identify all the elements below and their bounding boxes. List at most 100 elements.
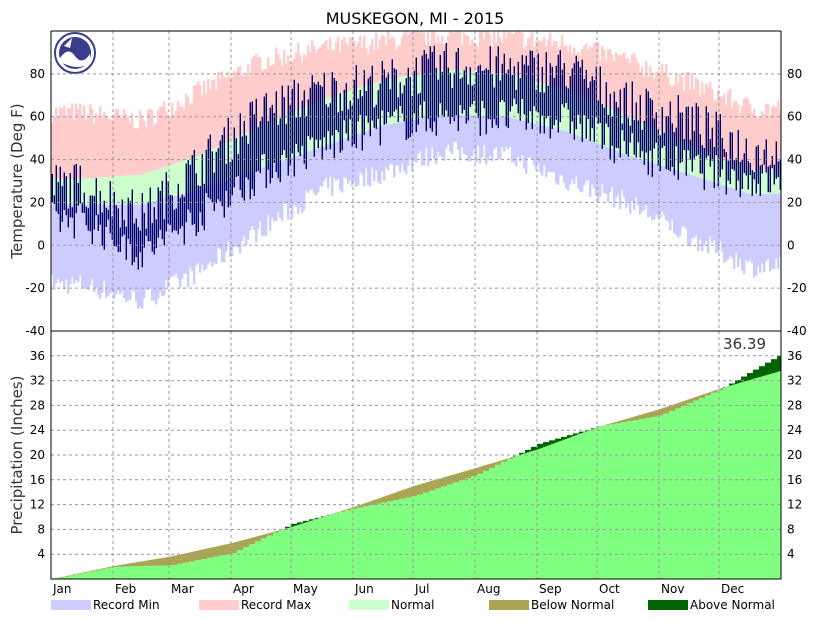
- normal-precip-bar: [685, 405, 688, 579]
- observed-temp-bar: [519, 78, 521, 121]
- observed-temp-bar: [493, 87, 495, 120]
- observed-temp-bar: [673, 132, 675, 176]
- record-max-bar: [621, 54, 624, 114]
- record-max-bar: [137, 127, 140, 175]
- observed-temp-bar: [677, 95, 679, 180]
- normal-precip-bar: [553, 443, 556, 579]
- observed-temp-bar: [657, 129, 659, 167]
- below-normal-bar: [627, 418, 630, 422]
- above-normal-bar: [309, 519, 312, 522]
- record-min-bar: [245, 173, 248, 245]
- observed-temp-bar: [303, 90, 305, 164]
- precipitation-tick-label: 20: [787, 448, 802, 462]
- record-min-bar: [157, 200, 160, 299]
- normal-precip-bar: [355, 508, 358, 579]
- record-min-bar: [381, 125, 384, 172]
- normal-precip-bar: [71, 575, 74, 579]
- record-max-bar: [273, 63, 276, 121]
- record-min-bar: [451, 114, 454, 154]
- record-min-bar: [59, 204, 62, 283]
- observed-temp-bar: [469, 67, 471, 107]
- normal-bar: [683, 141, 686, 173]
- record-max-bar: [613, 61, 616, 111]
- record-min-bar: [431, 116, 434, 148]
- observed-temp-bar: [343, 89, 345, 121]
- record-max-bar: [459, 31, 462, 71]
- record-max-bar: [543, 37, 546, 84]
- below-normal-bar: [663, 407, 666, 414]
- below-normal-bar: [79, 573, 82, 575]
- below-normal-bar: [439, 478, 442, 489]
- record-min-bar: [377, 127, 380, 183]
- record-min-bar: [743, 191, 746, 274]
- normal-precip-bar: [413, 496, 416, 579]
- below-normal-bar: [619, 420, 622, 424]
- normal-precip-bar: [655, 416, 658, 579]
- record-max-bar: [643, 76, 646, 124]
- normal-precip-bar: [511, 458, 514, 579]
- normal-precip-bar: [155, 565, 158, 579]
- record-min-bar: [311, 150, 314, 190]
- record-min-bar: [689, 174, 692, 247]
- record-max-bar: [641, 66, 644, 124]
- normal-bar: [151, 171, 154, 202]
- record-max-bar: [515, 31, 518, 77]
- above-normal-bar: [549, 440, 552, 445]
- month-axis: Jan Feb Mar Apr May Jun Jul Aug Sep Oct Nov Dec: [52, 582, 744, 596]
- record-max-bar: [389, 39, 392, 80]
- below-normal-bar: [351, 507, 354, 509]
- record-max-bar: [539, 40, 542, 83]
- record-max-bar: [735, 101, 738, 165]
- normal-precip-bar: [643, 418, 646, 579]
- record-min-bar: [601, 145, 604, 185]
- above-normal-bar: [321, 516, 324, 518]
- normal-precip-bar: [639, 418, 642, 579]
- below-normal-bar: [125, 563, 128, 567]
- record-max-bar: [143, 120, 146, 174]
- normal-precip-bar: [209, 557, 212, 579]
- observed-temp-bar: [649, 98, 651, 151]
- record-max-bar: [441, 35, 444, 70]
- record-min-bar: [397, 122, 400, 166]
- below-normal-bar: [649, 412, 652, 418]
- normal-precip-bar: [227, 554, 230, 579]
- normal-bar: [697, 148, 700, 178]
- observed-temp-bar: [685, 106, 687, 176]
- observed-temp-bar: [395, 69, 397, 110]
- normal-bar: [197, 155, 200, 191]
- observed-temp-bar: [775, 141, 777, 179]
- record-max-bar: [95, 113, 98, 178]
- normal-precip-bar: [735, 384, 738, 579]
- observed-temp-bar: [721, 137, 723, 170]
- observed-temp-bar: [553, 77, 555, 126]
- normal-precip-bar: [449, 484, 452, 579]
- above-normal-bar: [745, 376, 748, 382]
- record-min-bar: [171, 196, 174, 277]
- record-max-bar: [85, 120, 88, 179]
- above-normal-bar: [581, 431, 584, 434]
- observed-temp-bar: [759, 165, 761, 196]
- observed-temp-bar: [487, 69, 489, 119]
- normal-precip-bar: [731, 385, 734, 579]
- record-min-bar: [459, 115, 462, 160]
- normal-precip-bar: [311, 520, 314, 579]
- observed-temp-bar: [653, 118, 655, 149]
- record-max-bar: [467, 36, 470, 72]
- record-min-bar: [411, 120, 414, 171]
- normal-bar: [87, 178, 90, 205]
- below-normal-bar: [675, 403, 678, 409]
- observed-temp-bar: [435, 67, 437, 136]
- normal-precip-bar: [701, 397, 704, 579]
- record-max-bar: [507, 31, 510, 75]
- below-normal-bar: [645, 413, 648, 418]
- month-label: Apr: [233, 582, 254, 596]
- record-min-bar: [387, 124, 390, 170]
- precipitation-tick-label: 32: [30, 374, 45, 388]
- record-max-bar: [431, 31, 434, 72]
- record-max-bar: [133, 128, 136, 176]
- normal-precip-bar: [369, 505, 372, 579]
- below-normal-bar: [155, 559, 158, 566]
- below-normal-bar: [371, 500, 374, 506]
- normal-bar: [689, 144, 692, 175]
- record-max-bar: [395, 50, 398, 79]
